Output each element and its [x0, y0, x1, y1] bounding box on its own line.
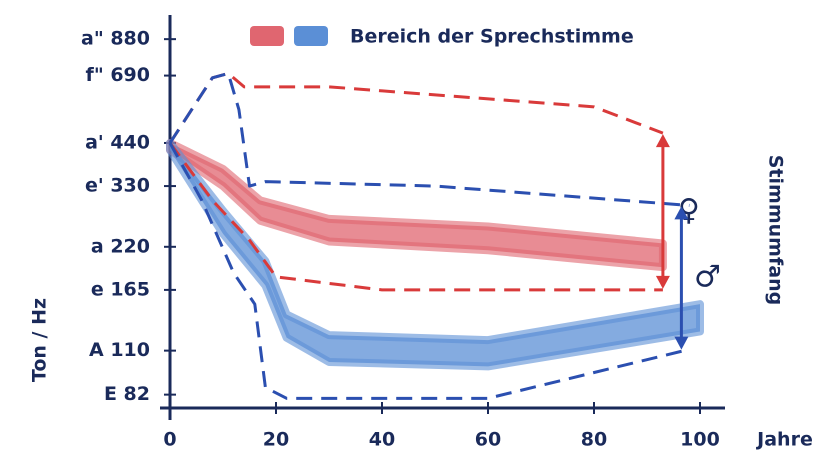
arrow-head — [674, 206, 689, 220]
arrow-head — [655, 134, 670, 148]
y-tick-label: a' 440 — [85, 131, 150, 153]
y-tick-label: a 220 — [91, 235, 150, 257]
y-tick-label: a" 880 — [81, 28, 150, 50]
legend-swatch-red — [250, 26, 284, 46]
x-tick-label: 0 — [163, 429, 176, 451]
y-tick-label: e 165 — [91, 278, 150, 300]
y-tick-label: e' 330 — [85, 175, 150, 197]
y-tick-label: E 82 — [104, 383, 150, 405]
x-tick-label: 40 — [369, 429, 395, 451]
right-label: Stimmumfang — [765, 155, 787, 305]
legend-swatch-blue — [294, 26, 328, 46]
x-axis-label: Jahre — [755, 429, 813, 451]
arrow-head — [655, 275, 670, 289]
range-line — [168, 71, 690, 207]
range-line — [168, 142, 663, 292]
range-symbol: ♂ — [694, 260, 721, 295]
x-tick-label: 60 — [475, 429, 501, 451]
x-tick-label: 80 — [581, 429, 607, 451]
arrow-head — [674, 336, 689, 350]
speech-band — [166, 138, 704, 371]
y-tick-label: f" 690 — [86, 64, 150, 86]
x-tick-label: 20 — [263, 429, 289, 451]
y-tick-label: A 110 — [89, 339, 150, 361]
range-line — [168, 142, 685, 400]
x-tick-label: 100 — [680, 429, 720, 451]
legend-label: Bereich der Sprechstimme — [350, 26, 634, 48]
range-line — [168, 71, 664, 144]
y-axis-label: Ton / Hz — [29, 298, 51, 382]
